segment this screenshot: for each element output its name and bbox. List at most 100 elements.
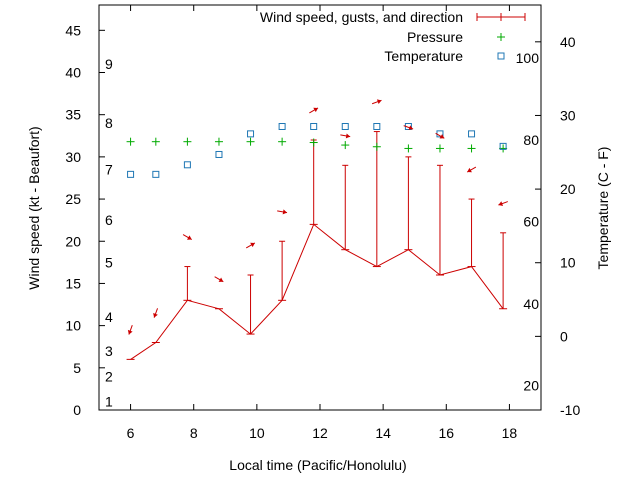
arrow-head [282, 209, 288, 215]
pressure-point [309, 138, 318, 147]
y-tick-label: 15 [65, 275, 81, 291]
temperature-point [247, 130, 255, 138]
wind-speed-line [130, 223, 504, 360]
y2-axis-title: Temperature (C - F) [595, 147, 611, 270]
wind-direction-arrow [435, 132, 445, 139]
arrow-head [153, 313, 158, 318]
fahrenheit-scale: 20 40 60 80 100 [516, 50, 540, 394]
y-tick-label: 30 [65, 149, 81, 165]
legend-label-temperature: Temperature [384, 48, 463, 64]
legend-swatch-wind [476, 13, 526, 21]
wind-direction-arrow [403, 125, 414, 131]
pressure-point [214, 137, 223, 146]
beaufort-label: 5 [105, 254, 113, 270]
x-tick-label: 8 [190, 425, 198, 441]
temperature-point [215, 150, 223, 158]
y2-tick-label: 10 [560, 255, 576, 271]
arrow-head [218, 277, 224, 282]
wind-direction-arrow [182, 234, 192, 240]
beaufort-label: 7 [105, 162, 113, 178]
pressure-point [126, 137, 135, 146]
x-tick-label: 12 [312, 425, 328, 441]
pressure-point [183, 137, 192, 146]
temperature-point [310, 123, 318, 130]
pressure-point [435, 144, 444, 153]
legend-label-pressure: Pressure [407, 29, 463, 45]
arrow-head [250, 242, 255, 248]
pressure-series [126, 137, 508, 153]
wind-direction-arrow [245, 242, 256, 249]
y2-tick-label: -10 [560, 402, 580, 418]
arrow-head [187, 235, 192, 240]
pressure-point [151, 137, 160, 146]
beaufort-label: 2 [105, 368, 113, 384]
beaufort-label: 4 [105, 309, 113, 325]
x-tick-label: 10 [249, 425, 265, 441]
x-axis-title: Local time (Pacific/Honolulu) [229, 457, 406, 473]
y-tick-label: 25 [65, 191, 81, 207]
arrow-head [345, 133, 351, 139]
y-tick-label: 40 [65, 65, 81, 81]
wind-direction-arrow [466, 166, 477, 173]
wind-direction-arrow [309, 107, 319, 114]
y2-tick-label: 20 [560, 181, 576, 197]
pressure-point [246, 137, 255, 146]
fahrenheit-label: 20 [523, 378, 539, 394]
temperature-point [468, 130, 476, 138]
arrow-head [439, 134, 445, 139]
fahrenheit-label: 40 [523, 296, 539, 312]
wind-direction-arrow [498, 201, 508, 206]
wind-direction-arrows [127, 99, 508, 335]
legend-swatch-pressure [497, 33, 505, 41]
x-tick-label: 6 [127, 425, 135, 441]
legend-label-wind: Wind speed, gusts, and direction [260, 9, 463, 25]
temperature-series [127, 123, 507, 178]
beaufort-scale: 1 2 3 4 5 6 7 8 9 [105, 56, 113, 410]
temperature-point [278, 123, 286, 130]
temperature-point [127, 170, 135, 178]
x-tick-label: 14 [375, 425, 391, 441]
temperature-point [373, 123, 381, 130]
beaufort-label: 6 [105, 212, 113, 228]
wind-direction-arrow [277, 209, 288, 215]
y2-tick-label: 40 [560, 34, 576, 50]
arrow-head [127, 329, 133, 335]
pressure-point [372, 142, 381, 151]
beaufort-label: 3 [105, 343, 113, 359]
y-axis-left: 0 5 10 15 20 25 30 35 40 45 [65, 22, 105, 418]
temperature-point [499, 142, 507, 150]
arrow-head [467, 167, 472, 173]
y-tick-label: 35 [65, 107, 81, 123]
plot-area-frame [98, 4, 542, 411]
temperature-point [152, 170, 160, 178]
x-tick-label: 18 [502, 425, 518, 441]
pressure-point [278, 137, 287, 146]
arrow-head [313, 107, 319, 113]
x-axis: 6 8 10 12 14 16 18 [127, 5, 518, 441]
y2-tick-label: 0 [560, 328, 568, 344]
temperature-point [183, 161, 191, 169]
temperature-point [341, 123, 349, 130]
pressure-point [404, 144, 413, 153]
fahrenheit-label: 100 [516, 50, 540, 66]
y2-tick-label: 30 [560, 107, 576, 123]
y-tick-label: 45 [65, 22, 81, 38]
pressure-point [341, 141, 350, 150]
wind-direction-arrow [153, 308, 159, 318]
beaufort-label: 1 [105, 394, 113, 410]
fahrenheit-label: 60 [523, 213, 539, 229]
y-axis-title: Wind speed (kt - Beaufort) [26, 126, 42, 289]
y-tick-label: 20 [65, 233, 81, 249]
wind-direction-arrow [371, 99, 382, 105]
beaufort-label: 9 [105, 56, 113, 72]
wind-direction-arrow [340, 133, 351, 139]
arrow-head [498, 201, 504, 206]
y-axis-right: -10 0 10 20 30 40 [535, 34, 580, 418]
y-tick-label: 0 [73, 402, 81, 418]
wind-series [126, 131, 508, 360]
y-tick-label: 5 [73, 360, 81, 376]
arrow-head [376, 99, 382, 105]
x-tick-label: 16 [438, 425, 454, 441]
arrow-head [408, 125, 414, 131]
